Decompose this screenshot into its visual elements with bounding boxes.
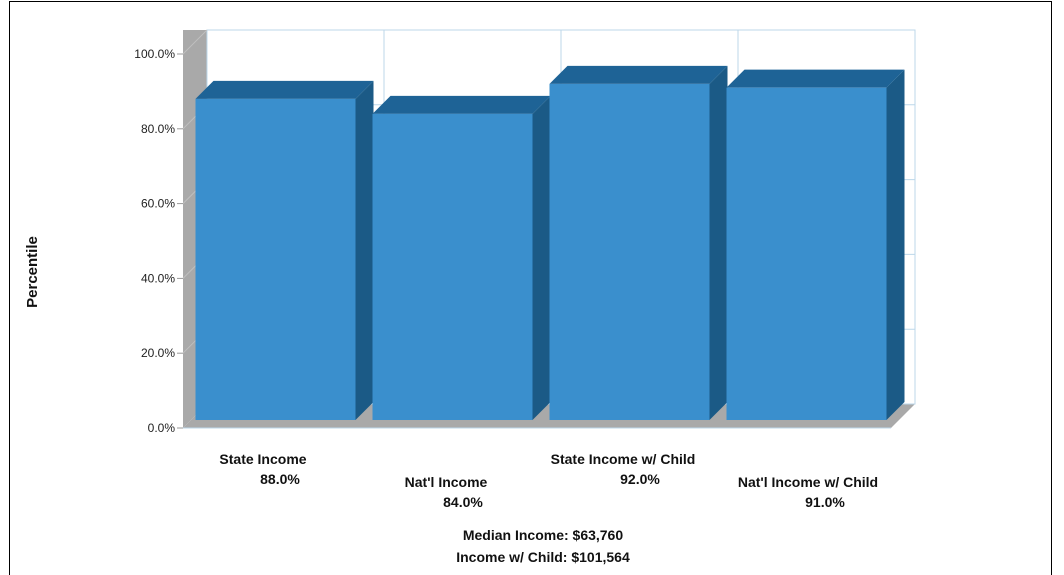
income-with-child-annotation: Income w/ Child: $101,564 (456, 549, 630, 565)
bar-top (726, 69, 905, 88)
bar-side (886, 69, 905, 420)
bar-3 (549, 65, 728, 421)
chart-frame (9, 1, 1052, 575)
bar-front (726, 87, 887, 420)
bar-side (532, 95, 551, 420)
category-label: Nat'l Income w/ Child (738, 474, 878, 490)
bar-front (372, 113, 533, 420)
category-label: State Income (219, 451, 306, 467)
bar-top (372, 95, 551, 114)
wall-gridline (182, 29, 208, 55)
bar-4 (726, 69, 905, 420)
category-label: State Income w/ Child (551, 451, 696, 467)
value-label: 84.0% (443, 494, 483, 510)
y-axis-label: Percentile (24, 236, 41, 308)
y-tick-label: 20.0% (141, 346, 175, 360)
value-label: 92.0% (620, 471, 660, 487)
value-label: 91.0% (805, 494, 845, 510)
bar-top (195, 80, 374, 99)
category-label: Nat'l Income (405, 474, 488, 490)
y-axis-ticks: 0.0% 20.0% 40.0% 60.0% 80.0% 100.0% (134, 47, 183, 435)
bar-side (709, 65, 728, 421)
bar-1 (195, 80, 374, 420)
bar-front (549, 83, 710, 421)
bar-front (195, 98, 356, 420)
y-tick-label: 40.0% (141, 271, 175, 285)
y-tick-label: 60.0% (141, 197, 175, 211)
bars (195, 65, 905, 421)
bar-2 (372, 95, 551, 420)
value-label: 88.0% (260, 471, 300, 487)
y-tick-label: 100.0% (134, 47, 175, 61)
bar-top (549, 65, 728, 84)
y-tick-label: 80.0% (141, 122, 175, 136)
y-tick-label: 0.0% (148, 421, 176, 435)
category-labels: State Income 88.0% Nat'l Income 84.0% State … (219, 451, 878, 510)
bar-side (355, 80, 374, 420)
median-income-annotation: Median Income: $63,760 (463, 527, 624, 543)
